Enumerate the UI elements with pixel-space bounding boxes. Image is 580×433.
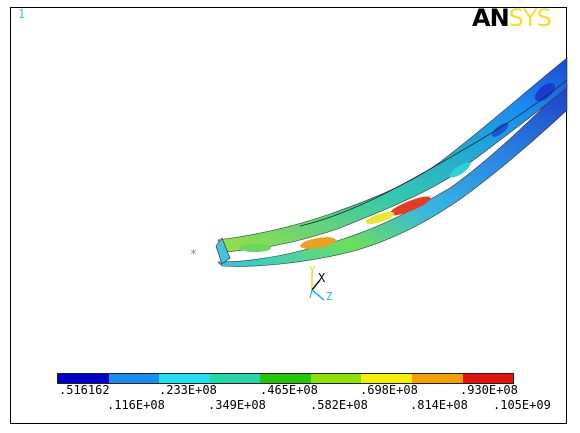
model-end-cap: [215, 237, 231, 265]
legend-color-segment-7: [361, 374, 412, 383]
legend-label-lower-5: .105E+09: [493, 398, 551, 412]
legend-color-segment-2: [108, 374, 160, 383]
legend-label-lower-4: .814E+08: [410, 398, 468, 412]
logo-sys-text: SYS: [508, 4, 552, 32]
legend-color-segment-3: [159, 374, 210, 383]
legend-label-upper-4: .698E+08: [360, 383, 418, 397]
stress-spot-green-1: [239, 244, 271, 252]
model-band-lower: [217, 84, 568, 267]
triad-x-label: X: [318, 271, 326, 285]
graphics-viewport[interactable]: [10, 7, 567, 424]
stress-spot-cyan-1: [449, 162, 471, 178]
stress-spot-yellow-1: [365, 212, 395, 224]
legend-label-lower-2: .349E+08: [208, 398, 266, 412]
triad-y-label: Y: [309, 264, 316, 277]
window-number-label: 1: [18, 7, 26, 21]
legend-color-segment-4: [209, 374, 261, 383]
triad-z-label: Z: [326, 290, 333, 303]
legend-color-segment-1: [58, 374, 109, 383]
legend-color-segment-9: [462, 374, 514, 383]
legend-color-segment-8: [411, 374, 463, 383]
logo-an-text: AN: [472, 4, 510, 32]
asterisk-marker: *: [190, 247, 197, 261]
stress-spot-blue-2: [491, 123, 509, 137]
axis-triad: Y X Z: [309, 264, 333, 303]
stress-spot-red-1: [389, 196, 431, 216]
stress-spot-orange-1: [300, 237, 336, 249]
legend-label-upper-2: .233E+08: [159, 383, 217, 397]
contour-legend-bar: [57, 373, 514, 384]
legend-label-upper-3: .465E+08: [260, 383, 318, 397]
legend-color-segment-5: [260, 374, 311, 383]
legend-label-upper-5: .930E+08: [460, 383, 518, 397]
legend-color-segment-6: [310, 374, 362, 383]
ansys-logo: AN SYS: [472, 4, 552, 32]
legend-label-lower-3: .582E+08: [310, 398, 368, 412]
stress-spot-blue-1: [535, 83, 555, 101]
model-seam-line: [299, 79, 568, 227]
legend-label-upper-1: .516162: [59, 383, 110, 397]
legend-label-lower-1: .116E+08: [107, 398, 165, 412]
model-band-upper: [217, 57, 568, 253]
